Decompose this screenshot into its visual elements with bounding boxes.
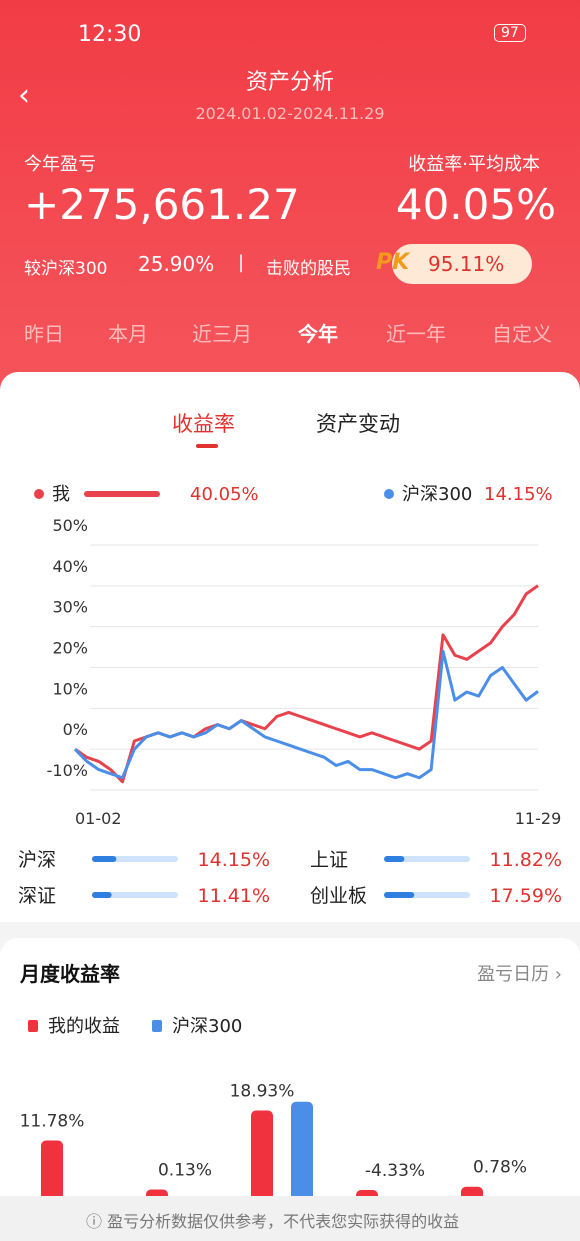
battery: 97 [494,24,526,42]
x-tick-label: 01-02 [75,809,122,828]
index-value: 14.15% [198,849,270,871]
legend-name: 我 [52,484,70,505]
x-tick-label: 11-29 [515,809,562,828]
beat-value: 95.11% [428,252,505,276]
y-tick-label: -10% [47,761,88,780]
legend-swatch [28,1020,38,1032]
month-label: 11.78% [20,1112,85,1132]
period-tab[interactable]: 近三月 [192,322,252,346]
legend-name: 沪深300 [402,484,472,505]
month-label: 0.78% [473,1158,527,1178]
legend-dot [384,489,394,499]
index-name: 上证 [310,849,348,871]
profit-label: 今年盈亏 [24,154,96,175]
status-time: 12:30 [78,22,142,47]
month-bar [41,1140,63,1196]
month-bar [251,1110,273,1196]
legend-value: 40.05% [190,484,259,505]
rate-label: 收益率·平均成本 [408,154,540,175]
beat-label: 击败的股民 [266,259,351,279]
y-tick-label: 20% [52,639,88,658]
footer-notice-text: 盈亏分析数据仅供参考，不代表您实际获得的收益 [107,1212,460,1231]
legend-swatch [84,491,160,497]
index-bar [384,856,405,862]
index-bar [92,856,117,862]
calendar-link-text[interactable]: 盈亏日历 [477,964,550,985]
period-tab[interactable]: 昨日 [24,322,64,346]
back-button[interactable]: ‹ [18,78,30,113]
period-tab[interactable]: 近一年 [386,322,446,346]
tab[interactable]: 资产变动 [316,412,400,436]
month-bar [291,1101,313,1196]
profit: +275,661.27 [24,180,300,229]
index-track [384,856,470,862]
rate: 40.05% [395,180,556,229]
month-label: -4.33% [365,1161,425,1181]
compare-value: 25.90% [138,252,215,276]
date-range: 2024.01.02-2024.11.29 [195,104,385,123]
month-label: 18.93% [230,1081,295,1101]
y-tick-label: 30% [52,598,88,617]
header-bg [0,0,580,400]
tab-active[interactable]: 收益率 [172,412,235,436]
legend-name: 沪深300 [172,1016,242,1037]
index-value: 17.59% [490,885,562,907]
period-tab[interactable]: 本月 [108,322,148,346]
y-tick-label: 0% [63,720,88,739]
index-value: 11.82% [490,849,562,871]
month-bar [356,1190,378,1196]
legend-value: 14.15% [484,484,553,505]
index-value: 11.41% [198,885,270,907]
period-tab-active[interactable]: 今年 [298,322,338,346]
index-name: 深证 [18,885,56,907]
legend-swatch [152,1020,162,1032]
footer [0,1196,580,1241]
pk-badge: PK [376,250,410,275]
divider: | [238,252,245,273]
index-bar [384,892,415,898]
index-name: 创业板 [310,885,367,907]
month-bar [146,1189,168,1196]
monthly-card [0,938,580,1241]
index-name: 沪深 [18,849,56,871]
month-bar [461,1186,483,1196]
monthly-chart: 我的收益 11.78% 0.13% 18.93% -4.33% 0.78% 沪深300 [20,1016,527,1196]
index-track [92,892,178,898]
footer-notice: ⓘ 盈亏分析数据仅供参考，不代表您实际获得的收益 [86,1212,460,1231]
tab-indicator [196,444,218,448]
calendar-link[interactable]: 盈亏日历 › [477,964,562,985]
page-title: 资产分析 [245,70,334,95]
line-chart: 50% 40% 30% 20% 10% 0% -10% 01-02 11-29 我 40.05% 沪深… [18,484,562,907]
compare-label: 较沪深300 [24,259,108,279]
period-tab[interactable]: 自定义 [492,322,552,346]
line-series [73,649,539,780]
y-tick-label: 40% [52,557,88,576]
legend-name: 我的收益 [48,1016,120,1037]
y-tick-label: 10% [52,679,88,698]
month-label: 0.13% [158,1160,212,1180]
index-bar [92,892,112,898]
beat-pill [392,244,532,284]
y-tick-label: 50% [52,516,88,535]
legend-dot [34,489,44,499]
monthly-title: 月度收益率 [20,962,120,986]
